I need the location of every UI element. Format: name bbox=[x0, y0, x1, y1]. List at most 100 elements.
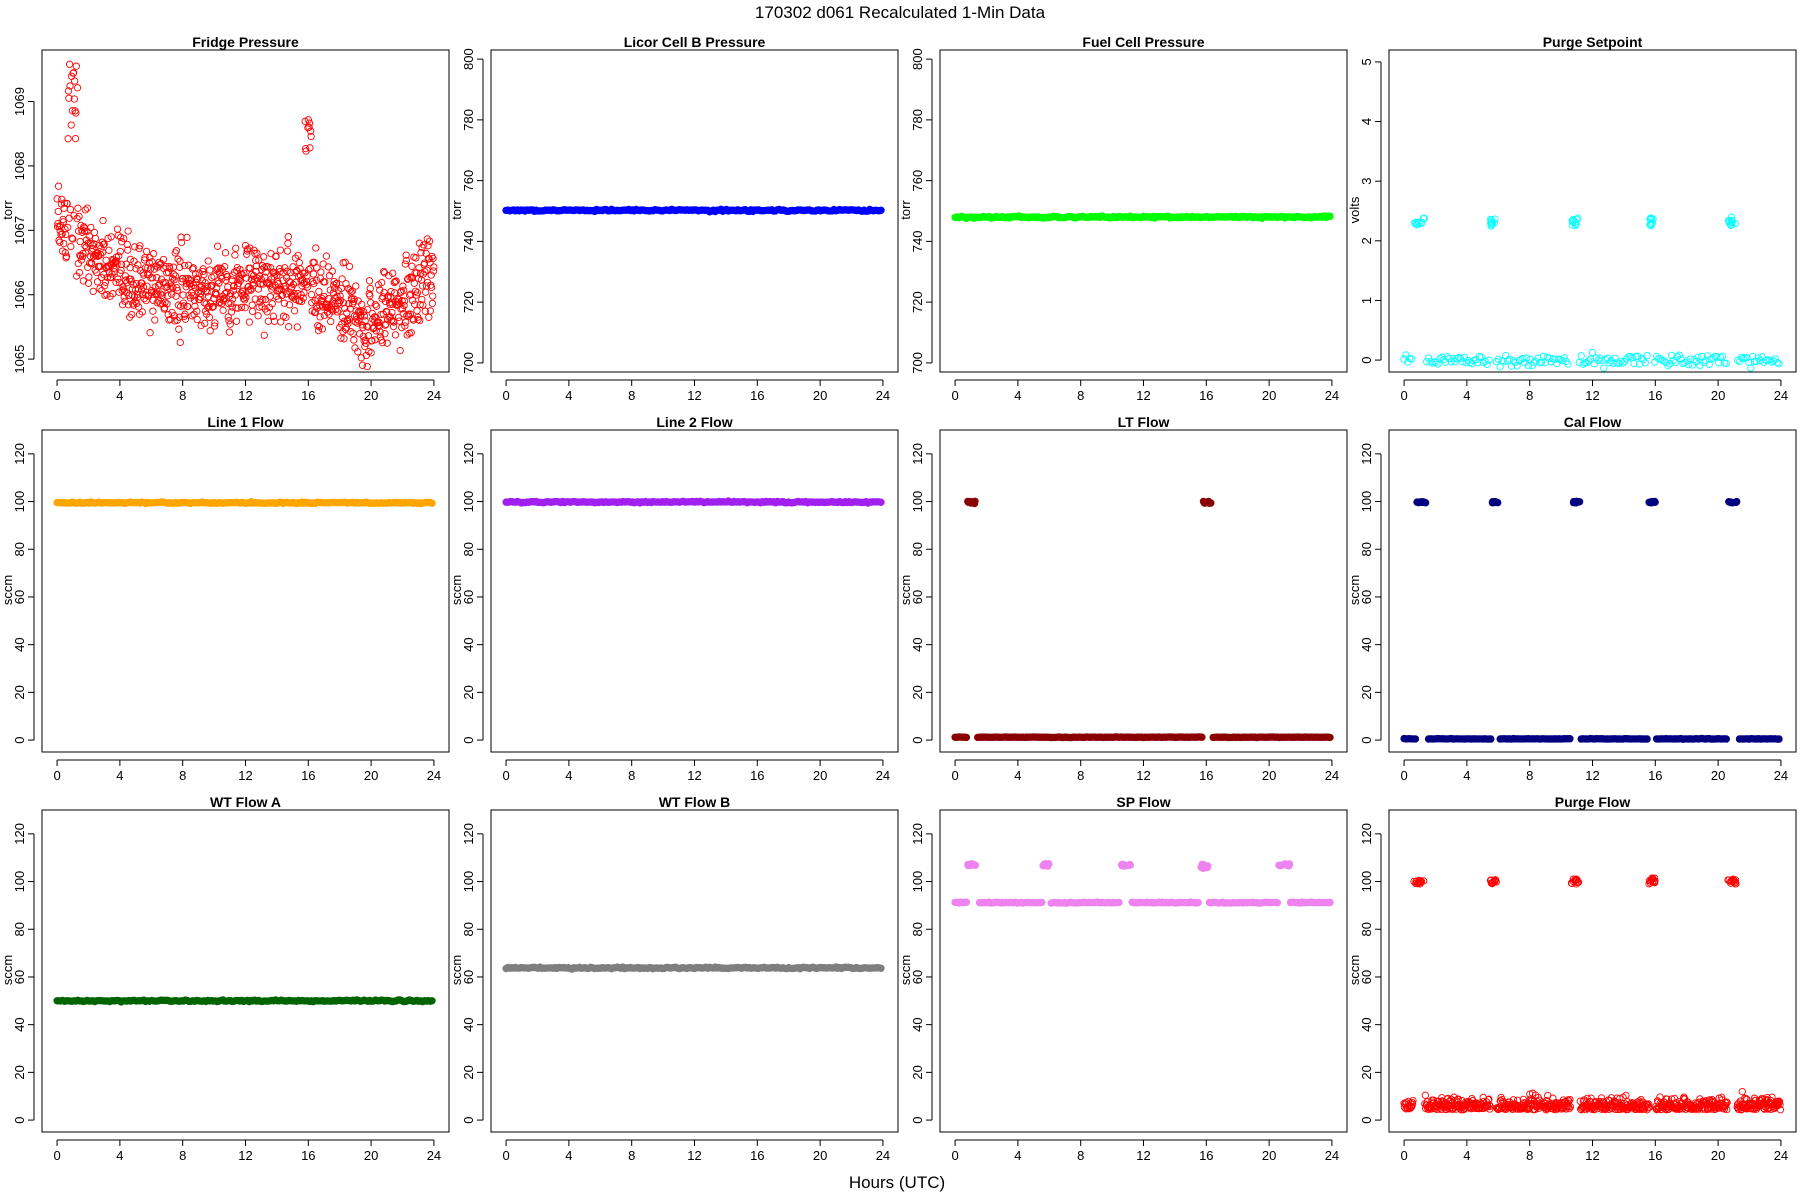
data-point bbox=[216, 298, 224, 306]
data-point bbox=[1458, 358, 1467, 366]
data-point bbox=[422, 288, 430, 296]
data-point bbox=[1724, 876, 1732, 884]
data-point bbox=[107, 273, 115, 282]
data-point bbox=[64, 135, 72, 143]
data-point bbox=[222, 276, 230, 284]
x-tick-label: 4 bbox=[1463, 768, 1470, 783]
x-tick-label: 16 bbox=[750, 1148, 764, 1163]
data-point bbox=[1483, 360, 1491, 368]
data-point bbox=[1492, 357, 1501, 366]
data-point bbox=[423, 235, 431, 243]
x-tick-label: 12 bbox=[687, 768, 701, 783]
x-tick-label: 8 bbox=[1526, 388, 1533, 403]
data-point bbox=[1585, 357, 1593, 365]
x-tick-label: 0 bbox=[502, 768, 509, 783]
data-point bbox=[180, 302, 188, 310]
data-point bbox=[418, 295, 426, 304]
data-point bbox=[403, 331, 411, 339]
data-point bbox=[1415, 876, 1423, 885]
data-point bbox=[232, 317, 241, 325]
data-point bbox=[1709, 354, 1717, 362]
data-point bbox=[132, 279, 141, 288]
data-point bbox=[404, 274, 412, 283]
data-point bbox=[405, 312, 413, 320]
data-point bbox=[380, 288, 388, 297]
data-point bbox=[1656, 354, 1664, 363]
data-point bbox=[149, 296, 157, 305]
y-tick-label: 60 bbox=[910, 590, 925, 604]
data-point bbox=[179, 275, 187, 283]
data-point bbox=[1278, 861, 1286, 869]
data-point bbox=[1462, 359, 1470, 367]
data-point bbox=[1485, 1101, 1493, 1109]
x-tick-label: 8 bbox=[1526, 1148, 1533, 1163]
data-point bbox=[316, 313, 324, 321]
data-point bbox=[1522, 354, 1531, 362]
data-point bbox=[408, 262, 416, 270]
data-point bbox=[312, 244, 320, 252]
data-point bbox=[299, 269, 307, 277]
data-point bbox=[1509, 1096, 1518, 1104]
y-axis-label: torr bbox=[898, 200, 913, 220]
data-point bbox=[79, 249, 87, 258]
data-point bbox=[317, 268, 325, 276]
data-point bbox=[65, 60, 74, 68]
data-point bbox=[1485, 356, 1493, 364]
y-axis: 700 720 740 760 780 800 bbox=[461, 48, 484, 374]
data-point bbox=[58, 195, 66, 204]
data-point bbox=[1690, 355, 1698, 364]
data-point bbox=[340, 317, 349, 325]
data-points bbox=[951, 859, 1334, 907]
data-point bbox=[1551, 355, 1559, 364]
data-point bbox=[297, 297, 306, 306]
x-tick-label: 24 bbox=[427, 1148, 441, 1163]
data-point bbox=[1572, 876, 1580, 884]
data-point bbox=[124, 227, 132, 235]
x-tick-label: 12 bbox=[238, 768, 252, 783]
data-points bbox=[53, 498, 436, 508]
data-point bbox=[176, 257, 184, 265]
data-point bbox=[1487, 216, 1495, 224]
data-point bbox=[1568, 221, 1576, 229]
panel-licor-cell-b-pressure: Licor Cell B Pressure 0 4 8 12 16 20 24 700 720 74… bbox=[449, 34, 899, 403]
data-point bbox=[170, 276, 178, 284]
x-tick-label: 16 bbox=[1199, 388, 1213, 403]
y-tick-label: 720 bbox=[461, 291, 476, 313]
data-point bbox=[877, 964, 885, 972]
data-point bbox=[1749, 352, 1757, 361]
y-tick-label: 100 bbox=[12, 491, 27, 513]
panel-fuel-cell-pressure: Fuel Cell Pressure 0 4 8 12 16 20 24 700 720 740 76… bbox=[898, 34, 1348, 403]
data-point bbox=[146, 254, 154, 262]
data-point bbox=[163, 300, 171, 308]
data-point bbox=[117, 260, 126, 269]
x-tick-label: 12 bbox=[238, 1148, 252, 1163]
data-point bbox=[419, 270, 427, 278]
data-point bbox=[243, 250, 251, 258]
data-point bbox=[1420, 877, 1428, 885]
data-point bbox=[206, 266, 214, 274]
data-point bbox=[366, 291, 374, 300]
data-point bbox=[259, 296, 267, 304]
x-tick-label: 8 bbox=[179, 768, 186, 783]
data-point bbox=[314, 326, 323, 335]
x-tick-label: 16 bbox=[1199, 768, 1213, 783]
x-tick-label: 24 bbox=[427, 768, 441, 783]
data-point bbox=[364, 332, 373, 340]
x-axis: 0 4 8 12 16 20 24 bbox=[502, 379, 890, 403]
data-point bbox=[241, 304, 249, 312]
data-point bbox=[363, 305, 372, 314]
y-axis-label: sccm bbox=[0, 575, 15, 605]
data-point bbox=[153, 299, 161, 307]
x-tick-label: 0 bbox=[502, 388, 509, 403]
data-point bbox=[277, 318, 285, 326]
x-tick-label: 8 bbox=[1077, 768, 1084, 783]
y-tick-label: 1068 bbox=[12, 151, 27, 180]
x-tick-label: 24 bbox=[876, 388, 890, 403]
data-point bbox=[340, 335, 348, 343]
data-point bbox=[418, 282, 427, 290]
data-point bbox=[170, 270, 178, 278]
y-tick-label: 60 bbox=[12, 970, 27, 984]
data-point bbox=[1723, 1105, 1731, 1114]
panel-title: Purge Flow bbox=[1555, 794, 1631, 810]
data-point bbox=[100, 240, 108, 248]
